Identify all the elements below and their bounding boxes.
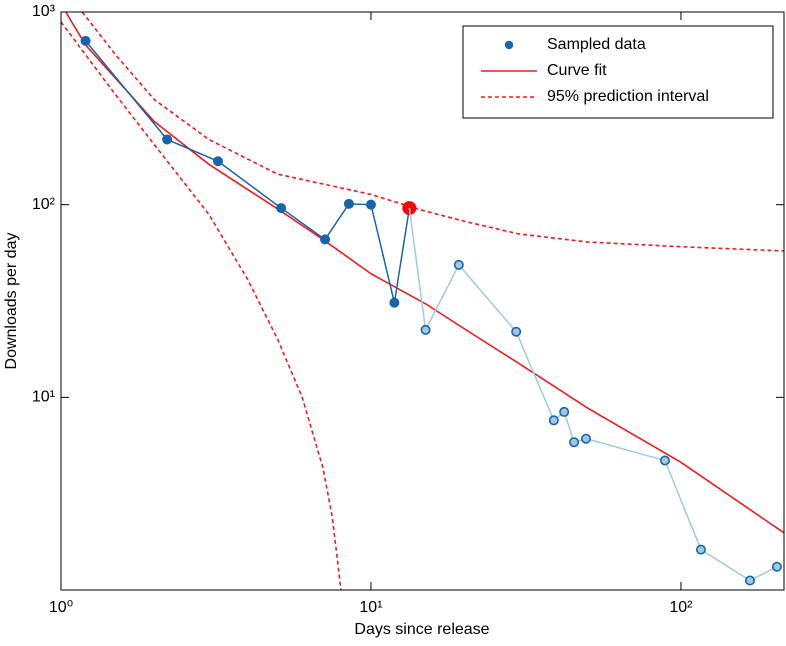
legend-label: Curve fit — [547, 62, 607, 79]
legend-label: Sampled data — [547, 36, 646, 53]
plot-frame — [60, 11, 785, 591]
legend-label: 95% prediction interval — [547, 88, 709, 105]
interval-line — [81, 12, 784, 252]
plot-layer — [61, 12, 784, 590]
data-point — [453, 259, 464, 270]
data-point — [695, 544, 706, 555]
y-axis-label: Downloads per day — [3, 233, 20, 370]
legend-box — [462, 25, 774, 119]
y-tick-label: 10³ — [32, 3, 56, 20]
data-point — [276, 203, 287, 214]
data-point — [343, 198, 354, 209]
x-tick-label: 10² — [669, 599, 693, 616]
fit-line — [64, 12, 784, 534]
interval-line — [61, 21, 342, 590]
data-point — [389, 297, 400, 308]
data-point — [320, 234, 331, 245]
data-point — [162, 134, 173, 145]
x-tick-label: 10⁰ — [49, 599, 73, 616]
legend-marker — [504, 40, 514, 50]
data-point — [744, 575, 755, 586]
legend: Sampled data Curve fit 95% prediction inte… — [462, 25, 774, 119]
connector — [408, 207, 427, 330]
data-point — [548, 415, 559, 426]
x-tick-label: 10¹ — [359, 599, 382, 616]
data-point — [659, 455, 670, 466]
data-point — [569, 437, 580, 448]
y-tick-label: 10² — [32, 196, 56, 213]
data-point — [581, 433, 592, 444]
data-point — [365, 199, 376, 210]
x-axis-label: Days since release — [354, 621, 489, 638]
data-point — [771, 561, 782, 572]
y-tick-label: 10¹ — [32, 389, 55, 406]
data-point — [80, 35, 91, 46]
data-point — [559, 406, 570, 417]
data-point — [420, 324, 431, 335]
data-point — [213, 156, 224, 167]
data-point — [511, 326, 522, 337]
